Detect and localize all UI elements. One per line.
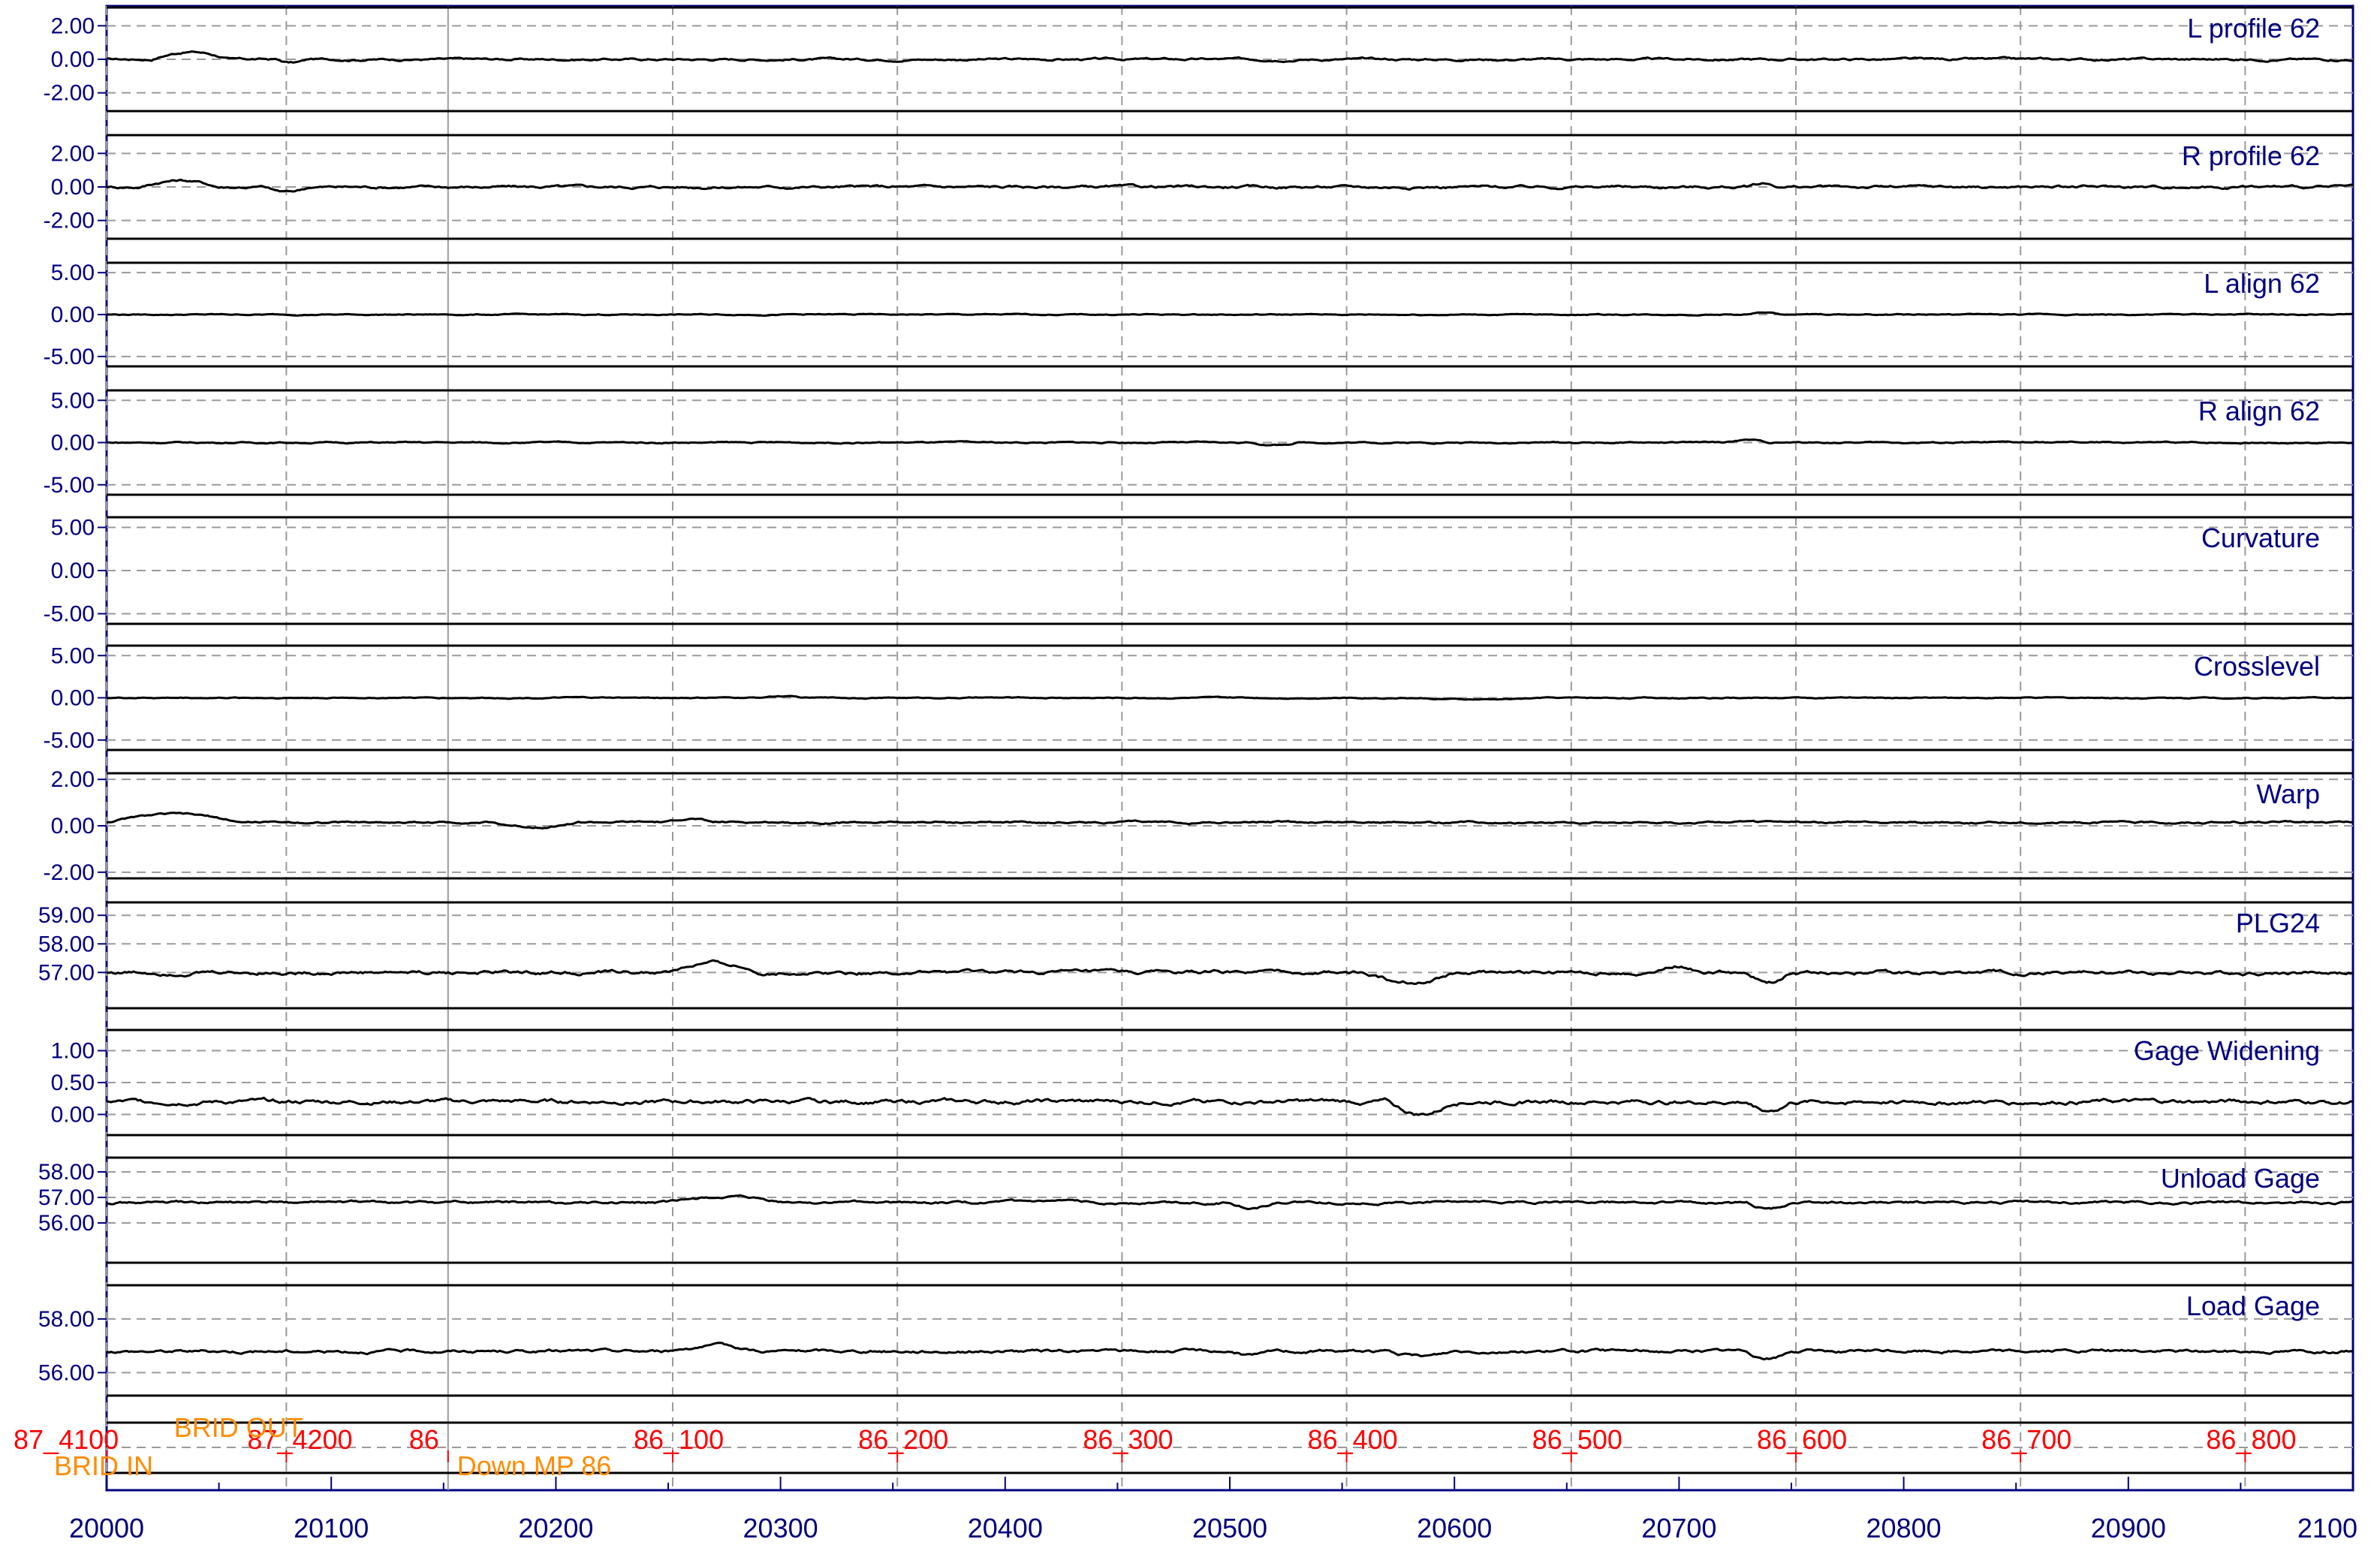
y-tick-label: -5.00 (44, 345, 95, 369)
milepost-label: 86_100 (634, 1424, 724, 1455)
x-tick-label: 20100 (294, 1513, 369, 1543)
panel-curvature: 5.00 0.00 -5.00 Curvature (44, 516, 2353, 627)
milepost-label: 86_500 (1532, 1424, 1622, 1455)
x-tick-label: 20200 (518, 1513, 593, 1543)
x-tick-label: 20700 (1641, 1513, 1716, 1543)
panel-title: Gage Widening (2134, 1035, 2320, 1066)
milepost-label: 86_700 (1981, 1424, 2071, 1455)
y-tick-label: 0.00 (51, 686, 95, 711)
y-tick-label: 2.00 (51, 141, 95, 166)
y-tick-label: -2.00 (44, 81, 95, 106)
event-label: BRID IN (54, 1450, 153, 1481)
milepost-label: 86_800 (2206, 1424, 2296, 1455)
panel-l-profile-62: 2.00 0.00 -2.00 L profile 62 (44, 6, 2354, 113)
panel-title: R profile 62 (2182, 140, 2320, 171)
y-tick-label: 58.00 (38, 1307, 95, 1332)
x-tick-label: 20800 (1866, 1513, 1942, 1543)
panel-title: L profile 62 (2187, 13, 2320, 44)
y-tick-label: 57.00 (38, 960, 95, 985)
panel-title: PLG24 (2236, 908, 2320, 938)
y-tick-label: 0.00 (51, 431, 95, 456)
y-tick-label: 2.00 (51, 14, 95, 38)
series-line (106, 311, 2353, 318)
panel-r-profile-62: 2.00 0.00 -2.00 R profile 62 (44, 134, 2354, 240)
panel-title: Crosslevel (2194, 651, 2320, 682)
panel-title: Load Gage (2186, 1291, 2320, 1321)
series-line (106, 1342, 2354, 1361)
y-tick-label: 56.00 (38, 1211, 95, 1236)
series-line (106, 959, 2354, 986)
event-label: Down MP 86 (457, 1450, 611, 1481)
y-tick-label: 0.00 (51, 814, 95, 839)
panel-title: Unload Gage (2161, 1163, 2320, 1194)
panel-plg24: 59.00 58.00 57.00 PLG24 (38, 901, 2354, 1010)
y-tick-label: 0.00 (51, 47, 95, 72)
panel-title: R align 62 (2198, 396, 2320, 426)
plot-frame (105, 5, 2354, 1492)
panel-title: Warp (2256, 779, 2320, 809)
y-tick-label: 0.00 (51, 175, 95, 200)
y-tick-label: 57.00 (38, 1185, 95, 1210)
x-tick-label: 2100 (2297, 1513, 2357, 1543)
series-line (106, 812, 2354, 830)
milepost-label: 86_300 (1083, 1424, 1173, 1455)
milepost-label: 86_600 (1757, 1424, 1847, 1455)
y-tick-label: 5.00 (51, 643, 95, 668)
panel-gage-widening: 1.00 0.50 0.00 Gage Widening (51, 1028, 2354, 1137)
y-tick-label: 1.00 (51, 1039, 95, 1064)
series-line (106, 178, 2354, 193)
y-tick-label: 5.00 (51, 261, 95, 285)
panel-l-align-62: 5.00 0.00 -5.00 L align 62 (44, 261, 2353, 369)
y-tick-label: -5.00 (44, 473, 95, 498)
y-tick-label: 58.00 (38, 1160, 95, 1185)
y-tick-label: 0.00 (51, 1103, 95, 1128)
y-tick-label: 0.00 (51, 303, 95, 327)
panel-warp: 2.00 0.00 -2.00 Warp (44, 767, 2354, 885)
series-line (106, 438, 2354, 447)
y-tick-label: 0.00 (51, 559, 95, 583)
series-line (106, 694, 2354, 701)
milepost-label: 87_4200 (247, 1424, 352, 1455)
series-line (106, 1096, 2354, 1116)
milepost-label: 86_200 (858, 1424, 948, 1455)
y-tick-label: 0.50 (51, 1071, 95, 1095)
panel-r-align-62: 5.00 0.00 -5.00 R align 62 (44, 388, 2354, 498)
milepost-band: 87_4100 87_4200 86 86_100 86_200 86_300 86_400… (14, 1412, 2353, 1481)
y-tick-label: -5.00 (44, 602, 95, 627)
milepost-label: 87_4100 (14, 1424, 119, 1455)
x-axis: 20000 20100 20200 20300 20400 20500 20600 20700… (69, 1477, 2357, 1543)
y-tick-label: 56.00 (38, 1360, 95, 1385)
panel-load-gage: 58.00 56.00 Load Gage (38, 1284, 2354, 1397)
x-tick-label: 20300 (743, 1513, 818, 1543)
x-tick-label: 20400 (968, 1513, 1043, 1543)
y-tick-label: 59.00 (38, 903, 95, 928)
y-tick-label: 58.00 (38, 932, 95, 956)
series-line (106, 1194, 2354, 1211)
panel-title: Curvature (2201, 523, 2320, 553)
y-tick-label: 5.00 (51, 388, 95, 413)
milepost-label: 86 (409, 1424, 439, 1455)
series-line (106, 50, 2354, 64)
y-tick-label: 5.00 (51, 516, 95, 541)
y-tick-label: -2.00 (44, 209, 95, 233)
event-label: BRID OUT (174, 1412, 303, 1443)
x-tick-label: 20900 (2091, 1513, 2166, 1543)
y-tick-label: -5.00 (44, 728, 95, 753)
panel-title: L align 62 (2204, 268, 2320, 299)
y-tick-label: -2.00 (44, 860, 95, 885)
milepost-label: 86_400 (1308, 1424, 1398, 1455)
panel-crosslevel: 5.00 0.00 -5.00 Crosslevel (44, 643, 2354, 753)
x-tick-label: 20500 (1192, 1513, 1267, 1543)
x-tick-label: 20600 (1417, 1513, 1492, 1543)
x-tick-label: 20000 (69, 1513, 144, 1543)
y-tick-label: 2.00 (51, 767, 95, 792)
